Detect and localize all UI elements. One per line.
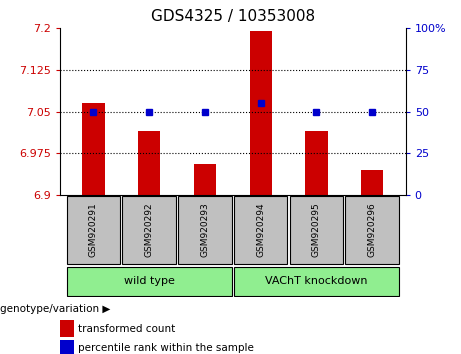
Text: GSM920296: GSM920296 bbox=[368, 203, 377, 257]
FancyBboxPatch shape bbox=[345, 196, 399, 264]
FancyBboxPatch shape bbox=[67, 267, 232, 296]
FancyBboxPatch shape bbox=[290, 196, 343, 264]
FancyBboxPatch shape bbox=[234, 196, 288, 264]
FancyBboxPatch shape bbox=[234, 267, 399, 296]
FancyBboxPatch shape bbox=[67, 196, 120, 264]
Bar bbox=[249, 31, 272, 195]
Text: percentile rank within the sample: percentile rank within the sample bbox=[78, 343, 254, 353]
Text: GSM920293: GSM920293 bbox=[201, 203, 209, 257]
Text: genotype/variation ▶: genotype/variation ▶ bbox=[0, 304, 110, 314]
Text: GSM920292: GSM920292 bbox=[145, 203, 154, 257]
Bar bbox=[194, 164, 216, 195]
Title: GDS4325 / 10353008: GDS4325 / 10353008 bbox=[151, 9, 315, 24]
Text: GSM920295: GSM920295 bbox=[312, 203, 321, 257]
Text: wild type: wild type bbox=[124, 276, 175, 286]
Bar bbox=[138, 131, 160, 195]
Bar bbox=[82, 103, 105, 195]
Text: GSM920291: GSM920291 bbox=[89, 203, 98, 257]
Text: transformed count: transformed count bbox=[78, 324, 176, 333]
Bar bbox=[305, 131, 328, 195]
Text: VAChT knockdown: VAChT knockdown bbox=[265, 276, 368, 286]
FancyBboxPatch shape bbox=[122, 196, 176, 264]
Bar bbox=[361, 170, 384, 195]
FancyBboxPatch shape bbox=[178, 196, 232, 264]
Text: GSM920294: GSM920294 bbox=[256, 203, 265, 257]
Bar bbox=[60, 340, 74, 354]
Bar bbox=[60, 320, 74, 337]
